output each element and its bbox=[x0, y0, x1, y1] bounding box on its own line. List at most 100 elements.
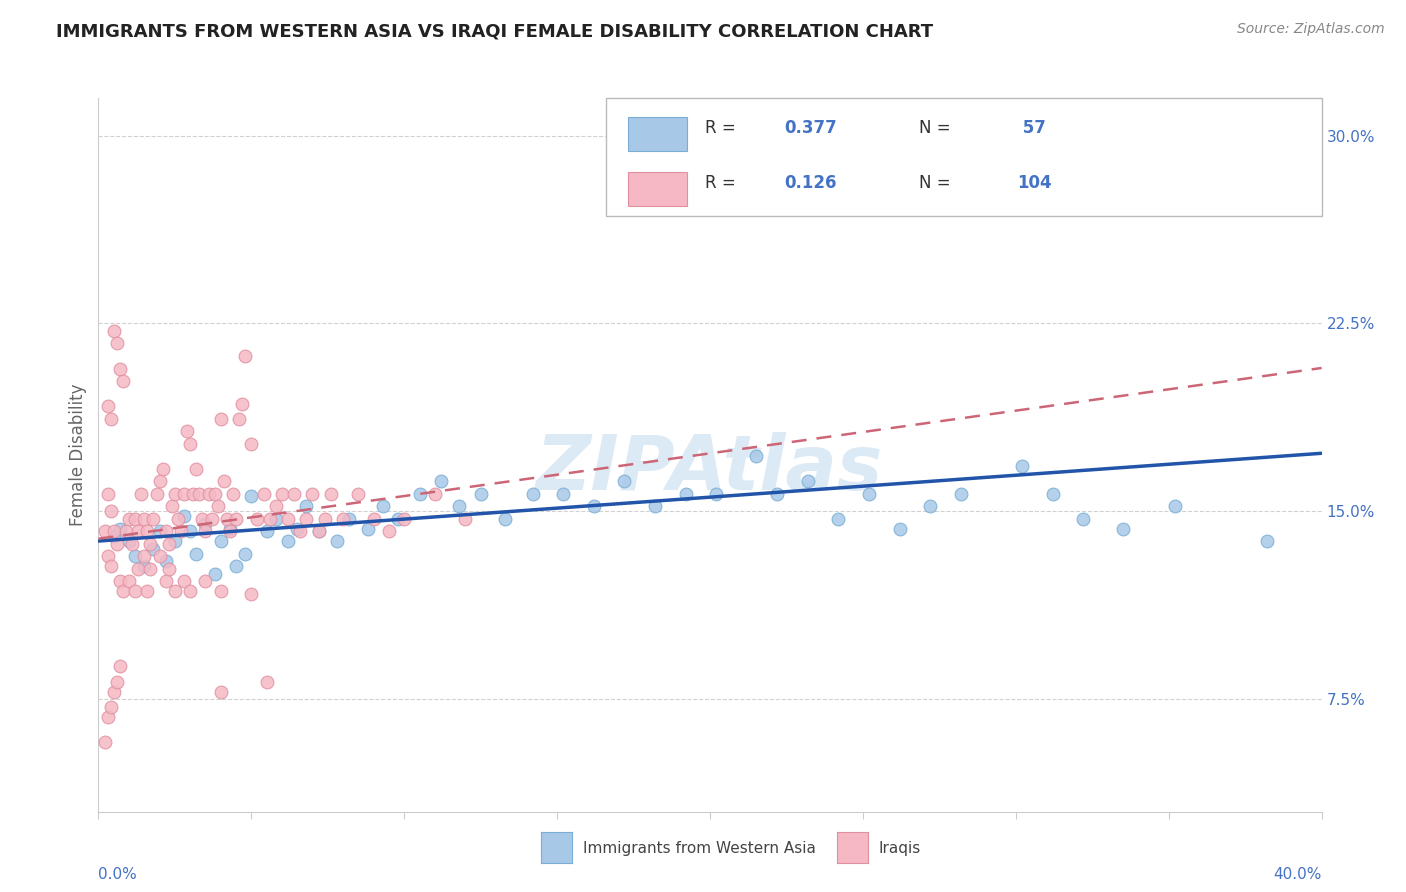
Point bbox=[105, 336, 128, 351]
Point bbox=[129, 487, 152, 501]
Point bbox=[191, 512, 214, 526]
Point bbox=[858, 487, 880, 501]
Point bbox=[264, 500, 287, 514]
Point bbox=[553, 487, 575, 501]
Point bbox=[219, 522, 242, 536]
Point bbox=[97, 549, 120, 564]
Text: 57: 57 bbox=[1017, 120, 1046, 137]
Point bbox=[149, 549, 172, 564]
Point bbox=[283, 487, 305, 501]
Point bbox=[142, 541, 165, 556]
Point bbox=[163, 584, 186, 599]
Point bbox=[256, 524, 278, 539]
FancyBboxPatch shape bbox=[606, 98, 1322, 216]
Point bbox=[613, 474, 636, 488]
Y-axis label: Female Disability: Female Disability bbox=[69, 384, 87, 526]
Point bbox=[356, 522, 378, 536]
Point bbox=[745, 449, 768, 463]
Point bbox=[209, 584, 232, 599]
Point bbox=[100, 559, 122, 574]
Text: IMMIGRANTS FROM WESTERN ASIA VS IRAQI FEMALE DISABILITY CORRELATION CHART: IMMIGRANTS FROM WESTERN ASIA VS IRAQI FE… bbox=[56, 22, 934, 40]
Point bbox=[347, 487, 370, 501]
Point bbox=[108, 659, 131, 673]
FancyBboxPatch shape bbox=[628, 172, 686, 206]
Point bbox=[430, 474, 453, 488]
Point bbox=[139, 537, 162, 551]
Point bbox=[118, 512, 141, 526]
Text: 0.0%: 0.0% bbox=[98, 867, 138, 882]
Point bbox=[157, 562, 180, 576]
Point bbox=[100, 504, 122, 518]
Point bbox=[157, 537, 180, 551]
Point bbox=[644, 500, 666, 514]
Point bbox=[582, 500, 605, 514]
Point bbox=[127, 562, 149, 576]
Point bbox=[194, 516, 217, 531]
Point bbox=[264, 512, 287, 526]
Point bbox=[160, 500, 183, 514]
Point bbox=[103, 524, 125, 539]
Point bbox=[115, 524, 138, 539]
Point bbox=[1112, 522, 1135, 536]
Point bbox=[136, 584, 159, 599]
Point bbox=[240, 489, 263, 503]
Point bbox=[675, 487, 697, 501]
Point bbox=[797, 474, 820, 488]
Point bbox=[197, 487, 219, 501]
Point bbox=[134, 549, 156, 564]
Point bbox=[136, 524, 159, 539]
Point bbox=[152, 461, 174, 475]
Point bbox=[314, 512, 336, 526]
Point bbox=[124, 512, 146, 526]
Point bbox=[149, 474, 172, 488]
Point bbox=[103, 324, 125, 338]
Point bbox=[97, 709, 120, 723]
Point bbox=[163, 487, 186, 501]
Point bbox=[155, 524, 177, 539]
Point bbox=[277, 534, 299, 549]
Point bbox=[454, 512, 477, 526]
Point bbox=[1256, 534, 1278, 549]
Point bbox=[93, 524, 115, 539]
Point bbox=[827, 512, 849, 526]
Point bbox=[173, 509, 195, 524]
Point bbox=[259, 512, 281, 526]
Point bbox=[118, 534, 141, 549]
Point bbox=[200, 512, 222, 526]
Point bbox=[194, 574, 217, 589]
Point bbox=[371, 500, 394, 514]
Point bbox=[308, 524, 330, 539]
Point bbox=[179, 524, 201, 539]
Text: ZIPAtlas: ZIPAtlas bbox=[536, 433, 884, 506]
Point bbox=[167, 512, 190, 526]
Point bbox=[181, 487, 204, 501]
Point bbox=[408, 487, 430, 501]
Point bbox=[449, 500, 471, 514]
Text: Source: ZipAtlas.com: Source: ZipAtlas.com bbox=[1237, 22, 1385, 37]
Point bbox=[155, 554, 177, 568]
Point bbox=[246, 512, 269, 526]
Text: 0.126: 0.126 bbox=[785, 175, 837, 193]
Point bbox=[326, 534, 349, 549]
Point bbox=[285, 522, 308, 536]
Point bbox=[240, 587, 263, 601]
Point bbox=[231, 396, 253, 410]
Point bbox=[1164, 500, 1187, 514]
Point bbox=[127, 524, 149, 539]
Point bbox=[179, 584, 201, 599]
Point bbox=[108, 361, 131, 376]
Point bbox=[145, 487, 167, 501]
Point bbox=[1042, 487, 1064, 501]
Point bbox=[387, 512, 409, 526]
Point bbox=[111, 584, 134, 599]
Point bbox=[204, 566, 226, 581]
Point bbox=[173, 574, 195, 589]
Point bbox=[766, 487, 789, 501]
Point bbox=[204, 487, 226, 501]
Point bbox=[392, 512, 416, 526]
Point bbox=[163, 534, 186, 549]
Point bbox=[142, 512, 165, 526]
Point bbox=[423, 487, 446, 501]
Point bbox=[209, 684, 232, 698]
Point bbox=[233, 547, 256, 561]
